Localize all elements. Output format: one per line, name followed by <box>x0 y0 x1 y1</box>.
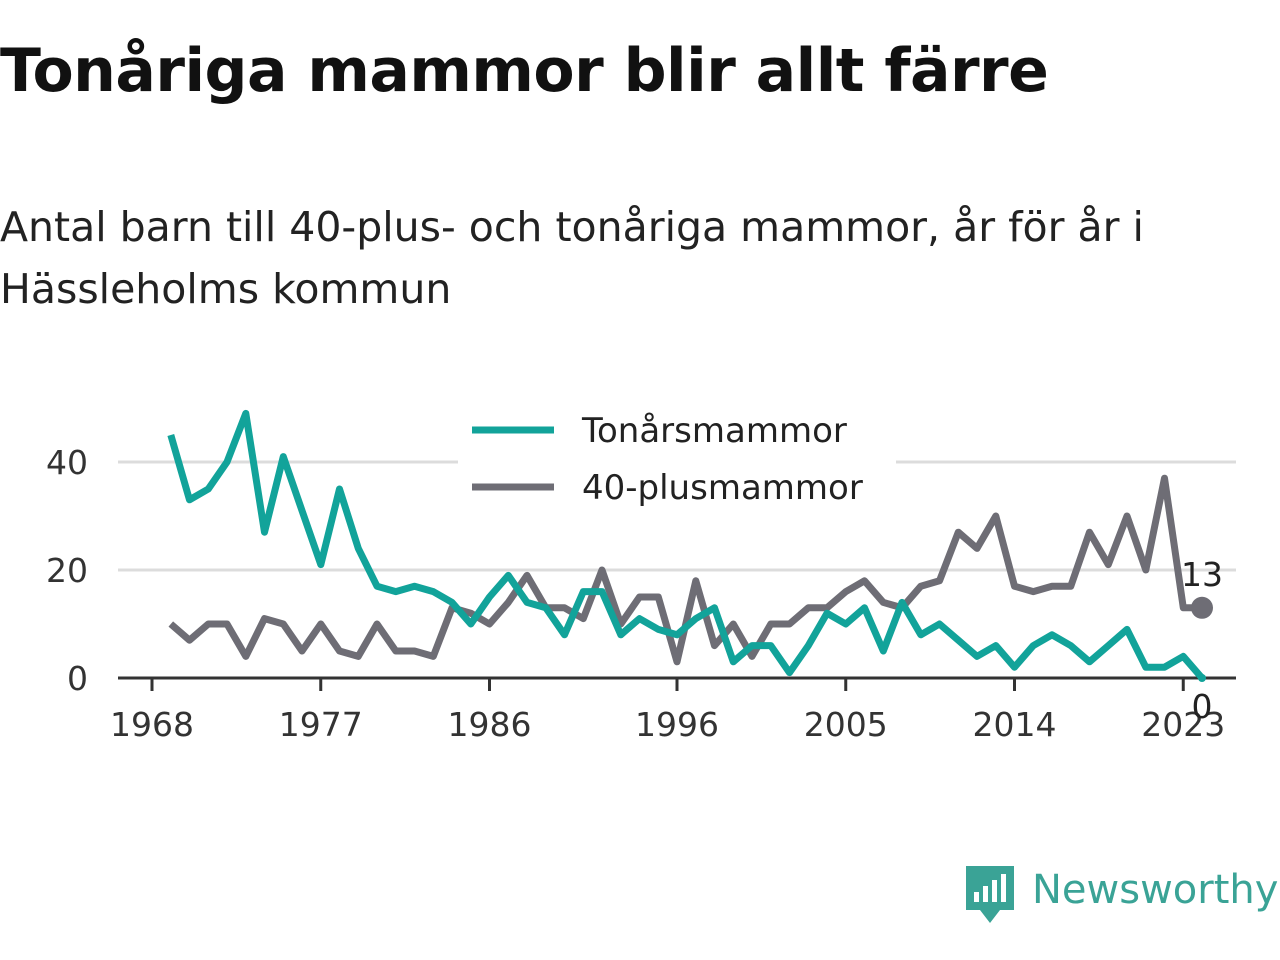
legend: Tonårsmammor 40-plusmammor <box>458 405 896 513</box>
x-tick-label: 1996 <box>635 705 719 744</box>
legend-label-tonarsmammor: Tonårsmammor <box>581 411 847 451</box>
x-tick-label: 1968 <box>110 705 194 744</box>
x-tick-label: 1977 <box>279 705 363 744</box>
newsworthy-logo-icon <box>966 866 1014 923</box>
end-point-40plusmammor <box>1191 596 1213 619</box>
end-label-tonrsmammor: 0 <box>1192 687 1213 726</box>
x-tick-label: 2014 <box>973 705 1057 744</box>
newsworthy-logo: Newsworthy <box>966 866 1278 923</box>
axes: 0 20 40 1968 1977 1986 1996 2005 2014 2023 <box>46 443 1236 744</box>
x-tick-label: 1986 <box>448 705 532 744</box>
y-tick-label: 0 <box>67 659 88 698</box>
y-tick-label: 20 <box>46 551 88 590</box>
series-line-40plusmammor <box>168 474 1202 666</box>
legend-label-40plusmammor: 40-plusmammor <box>582 468 863 508</box>
end-markers: 13 0 <box>1181 555 1223 726</box>
x-tick-label: 2023 <box>1141 705 1225 744</box>
chart-subtitle: Antal barn till 40-plus- och tonåriga ma… <box>0 203 1144 313</box>
brand-name: Newsworthy <box>1032 867 1278 913</box>
x-tick-label: 2005 <box>804 705 888 744</box>
end-label-40plusmammor: 13 <box>1181 555 1223 594</box>
chart-title: Tonåriga mammor blir allt färre <box>0 36 1049 106</box>
series-lines <box>167 409 1205 681</box>
series-line-tonrsmammor <box>167 409 1205 681</box>
y-tick-label: 40 <box>46 443 88 482</box>
legend-background <box>458 405 896 513</box>
end-point-tonarsmammor <box>1198 674 1206 682</box>
